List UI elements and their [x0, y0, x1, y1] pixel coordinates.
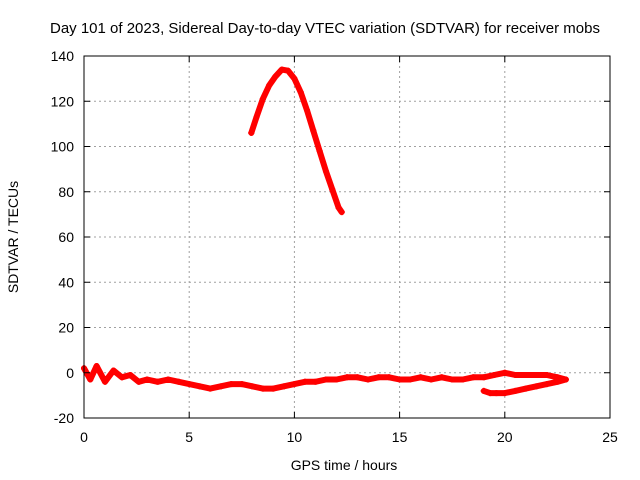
- data-point: [333, 376, 340, 383]
- data-point: [312, 378, 319, 385]
- data-point: [459, 376, 466, 383]
- data-point: [470, 374, 477, 381]
- data-point: [301, 378, 308, 385]
- data-point: [110, 367, 117, 374]
- data-point: [196, 383, 203, 390]
- data-point: [175, 378, 182, 385]
- data-point: [135, 378, 142, 385]
- data-point: [322, 168, 329, 175]
- data-point: [270, 385, 277, 392]
- data-point: [344, 374, 350, 381]
- data-point: [322, 376, 329, 383]
- data-point: [291, 381, 298, 388]
- data-point: [118, 374, 125, 381]
- data-point: [272, 73, 279, 80]
- data-point: [512, 372, 519, 379]
- data-point: [228, 381, 235, 388]
- chart-title: Day 101 of 2023, Sidereal Day-to-day VTE…: [50, 20, 600, 37]
- x-tick-label: 5: [185, 429, 193, 445]
- data-point: [554, 378, 561, 385]
- y-tick-label: 100: [51, 139, 75, 155]
- y-tick-label: 120: [51, 93, 75, 109]
- series-layer: [81, 66, 569, 397]
- data-point: [259, 385, 266, 392]
- y-tick-label: 80: [58, 184, 74, 200]
- data-point: [512, 387, 519, 394]
- data-point: [480, 387, 487, 394]
- data-point: [278, 66, 285, 73]
- data-point: [407, 376, 414, 383]
- data-point: [438, 374, 445, 381]
- data-point: [238, 381, 245, 388]
- y-tick-label: 20: [58, 320, 74, 336]
- data-point: [280, 383, 287, 390]
- data-point: [396, 376, 403, 383]
- data-point: [417, 374, 424, 381]
- data-point: [165, 376, 172, 383]
- data-point: [522, 372, 529, 379]
- data-point: [487, 390, 494, 397]
- data-point: [207, 385, 214, 392]
- data-point: [428, 376, 435, 383]
- x-tick-label: 25: [602, 429, 618, 445]
- data-point: [562, 376, 569, 383]
- data-point: [144, 376, 151, 383]
- grid-lines: [84, 56, 610, 418]
- data-point: [543, 381, 550, 388]
- data-point: [87, 376, 94, 383]
- data-point: [329, 186, 336, 193]
- y-tick-label: 40: [58, 274, 74, 290]
- data-point: [310, 127, 317, 134]
- data-point: [354, 374, 361, 381]
- y-tick-label: 60: [58, 229, 74, 245]
- x-tick-label: 20: [497, 429, 513, 445]
- data-point: [259, 95, 266, 102]
- data-point: [533, 372, 540, 379]
- data-point: [93, 362, 100, 369]
- data-point: [285, 67, 292, 74]
- data-point: [386, 374, 393, 381]
- y-tick-label: 140: [51, 48, 75, 64]
- x-tick-label: 10: [287, 429, 303, 445]
- data-point: [522, 385, 529, 392]
- data-point: [154, 378, 161, 385]
- data-point: [365, 376, 372, 383]
- data-point: [501, 369, 508, 376]
- x-tick-label: 0: [80, 429, 88, 445]
- data-point: [186, 381, 193, 388]
- x-axis-label: GPS time / hours: [291, 457, 398, 473]
- data-point: [543, 372, 550, 379]
- data-point: [480, 374, 487, 381]
- plot-area-frame: [83, 55, 611, 419]
- series-line: [480, 376, 569, 397]
- data-point: [248, 129, 255, 136]
- data-point: [533, 383, 540, 390]
- data-point: [266, 82, 273, 89]
- data-point: [127, 372, 134, 379]
- data-point: [493, 390, 500, 397]
- data-point: [338, 209, 345, 216]
- x-tick-label: 15: [392, 429, 408, 445]
- data-point: [217, 383, 224, 390]
- data-point: [249, 383, 256, 390]
- data-point: [449, 376, 456, 383]
- data-point: [297, 89, 304, 96]
- data-point: [335, 204, 342, 211]
- data-point: [316, 148, 323, 155]
- axis-ticks: 0 5 10 15 20 25 -20 0 20 40 60 80 100 120 140: [51, 48, 618, 445]
- data-point: [304, 107, 311, 114]
- data-point: [375, 374, 382, 381]
- series-line: [248, 66, 345, 216]
- data-point: [291, 75, 298, 82]
- data-point: [253, 114, 260, 121]
- data-point: [102, 378, 109, 385]
- y-tick-label: 0: [66, 365, 74, 381]
- y-axis-label: SDTVAR / TECUs: [5, 181, 21, 293]
- y-tick-label: -20: [54, 410, 74, 426]
- data-point: [501, 390, 508, 397]
- data-point: [491, 372, 498, 379]
